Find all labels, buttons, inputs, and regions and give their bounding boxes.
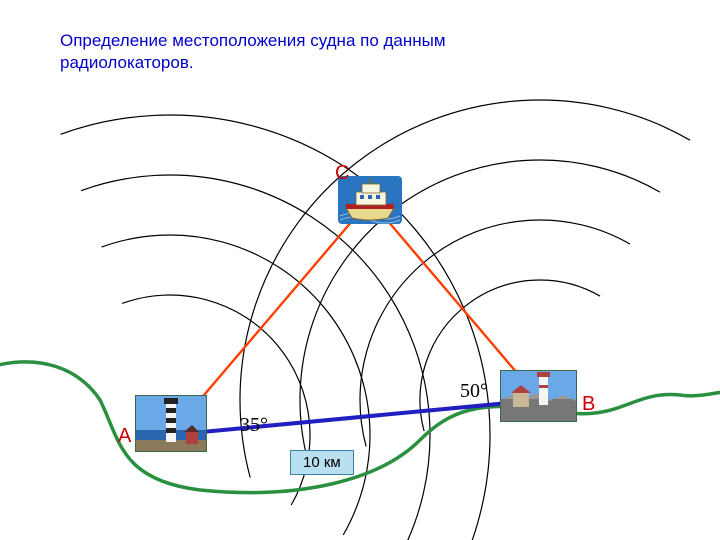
- lighthouse-a-icon: [135, 395, 207, 452]
- point-b-label: B: [582, 393, 595, 416]
- diagram-stage: Определение местоположения судна по данн…: [0, 0, 720, 540]
- point-a-label: A: [118, 425, 131, 448]
- distance-label: 10 км: [290, 450, 354, 475]
- diagram-svg: [0, 0, 720, 540]
- lighthouse-b-icon: [500, 370, 577, 422]
- angle-b-label: 50°: [460, 380, 488, 403]
- point-c-label: C: [335, 162, 349, 185]
- angle-a-label: 35°: [240, 414, 268, 437]
